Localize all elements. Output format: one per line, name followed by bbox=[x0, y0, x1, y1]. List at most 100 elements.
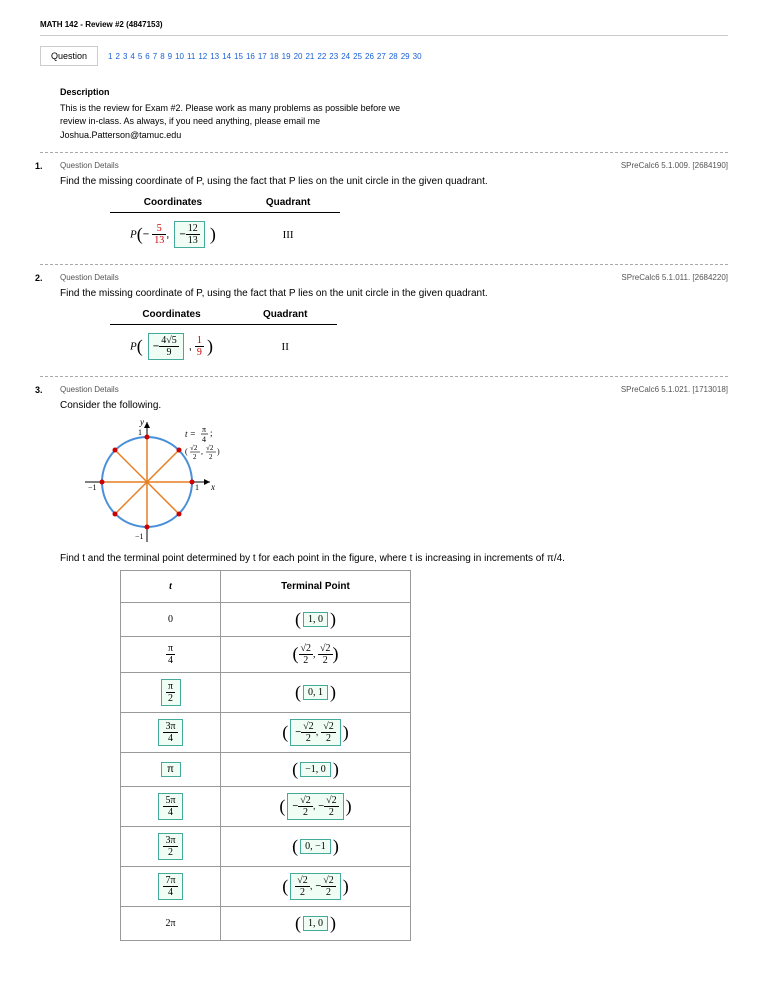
svg-text:(: ( bbox=[185, 447, 188, 456]
answer-box[interactable]: 3π4 bbox=[158, 719, 182, 746]
nav-link[interactable]: 5 bbox=[138, 52, 142, 61]
svg-text:2: 2 bbox=[209, 453, 213, 461]
tp-cell: (0, 1) bbox=[221, 673, 411, 713]
answer-box[interactable]: −1, 0 bbox=[300, 762, 331, 777]
nav-link[interactable]: 29 bbox=[401, 52, 410, 61]
answer-box[interactable]: 0, −1 bbox=[300, 839, 331, 854]
nav-link[interactable]: 28 bbox=[389, 52, 398, 61]
question-nav: Question 1234567891011121314151617181920… bbox=[40, 46, 728, 66]
svg-text:1: 1 bbox=[195, 483, 199, 492]
terminal-table: t Terminal Point 0(1, 0)π4(√22, √22)π2(0… bbox=[120, 570, 411, 941]
svg-text:): ) bbox=[217, 447, 220, 456]
nav-link[interactable]: 6 bbox=[145, 52, 149, 61]
t-cell: 3π4 bbox=[121, 713, 221, 753]
q2-ref: SPreCalc6 5.1.011. [2684220] bbox=[621, 273, 728, 282]
nav-link[interactable]: 4 bbox=[130, 52, 134, 61]
thead-tp: Terminal Point bbox=[221, 571, 411, 603]
q1-xnum: 5 bbox=[152, 223, 166, 235]
t-cell: π2 bbox=[121, 673, 221, 713]
q3-instruction2: Find t and the terminal point determined… bbox=[60, 553, 728, 564]
page-title: MATH 142 - Review #2 (4847153) bbox=[40, 20, 728, 29]
description-l1: This is the review for Exam #2. Please w… bbox=[60, 102, 728, 116]
nav-link[interactable]: 11 bbox=[187, 52, 195, 61]
nav-link[interactable]: 1 bbox=[108, 52, 112, 61]
answer-box[interactable]: 5π4 bbox=[158, 793, 182, 820]
answer-box[interactable]: 7π4 bbox=[158, 873, 182, 900]
unit-circle: y x 1 1 −1 −1 t = π 4 ; ( √2 2 , √2 2 ) bbox=[80, 417, 728, 547]
q1-col1: Coordinates bbox=[110, 193, 236, 213]
svg-text:t =: t = bbox=[185, 429, 196, 439]
nav-link[interactable]: 20 bbox=[294, 52, 303, 61]
t-cell: π bbox=[121, 753, 221, 787]
answer-box[interactable]: 1, 0 bbox=[303, 612, 328, 627]
nav-link[interactable]: 2 bbox=[115, 52, 119, 61]
answer-box[interactable]: 3π2 bbox=[158, 833, 182, 860]
q2-answer-box[interactable]: −4√59 bbox=[148, 333, 184, 360]
tp-cell: (1, 0) bbox=[221, 603, 411, 637]
nav-link[interactable]: 7 bbox=[153, 52, 157, 61]
nav-link[interactable]: 3 bbox=[123, 52, 127, 61]
t-cell: π4 bbox=[121, 637, 221, 673]
thead-t: t bbox=[121, 571, 221, 603]
q2-yden: 9 bbox=[195, 347, 204, 358]
t-cell: 7π4 bbox=[121, 867, 221, 907]
nav-link[interactable]: 23 bbox=[329, 52, 338, 61]
answer-box[interactable]: √22, −√22 bbox=[290, 873, 340, 900]
q1-coord-cell: P(− 513, −1213 ) bbox=[110, 213, 236, 257]
nav-link[interactable]: 24 bbox=[341, 52, 350, 61]
question-button[interactable]: Question bbox=[40, 46, 98, 66]
answer-box[interactable]: −√22, −√22 bbox=[287, 793, 343, 820]
nav-link[interactable]: 25 bbox=[353, 52, 362, 61]
nav-link[interactable]: 30 bbox=[413, 52, 422, 61]
answer-box[interactable]: −√22, √22 bbox=[290, 719, 340, 746]
svg-text:,: , bbox=[201, 447, 203, 456]
q3-ref: SPreCalc6 5.1.021. [1713018] bbox=[621, 385, 728, 394]
q1-col2: Quadrant bbox=[236, 193, 340, 213]
svg-text:4: 4 bbox=[202, 435, 206, 444]
nav-link[interactable]: 16 bbox=[246, 52, 255, 61]
q2-details-label: Question Details bbox=[60, 273, 119, 282]
nav-link[interactable]: 22 bbox=[317, 52, 326, 61]
nav-link[interactable]: 17 bbox=[258, 52, 267, 61]
answer-box[interactable]: π bbox=[161, 762, 181, 777]
answer-box[interactable]: π2 bbox=[161, 679, 181, 706]
svg-text:2: 2 bbox=[193, 453, 197, 461]
nav-link[interactable]: 10 bbox=[175, 52, 184, 61]
nav-link[interactable]: 19 bbox=[282, 52, 291, 61]
q3-num: 3. bbox=[35, 385, 43, 395]
tp-cell: (√22, −√22) bbox=[221, 867, 411, 907]
question-2: 2. Question Details SPreCalc6 5.1.011. [… bbox=[60, 273, 728, 368]
description-l2: review in-class. As always, if you need … bbox=[60, 115, 728, 129]
q1-instruction: Find the missing coordinate of P, using … bbox=[60, 176, 728, 187]
nav-link[interactable]: 26 bbox=[365, 52, 374, 61]
q2-num: 2. bbox=[35, 273, 43, 283]
nav-link[interactable]: 18 bbox=[270, 52, 279, 61]
nav-link[interactable]: 8 bbox=[160, 52, 164, 61]
nav-link[interactable]: 27 bbox=[377, 52, 386, 61]
nav-link[interactable]: 9 bbox=[168, 52, 172, 61]
q3-instruction1: Consider the following. bbox=[60, 400, 728, 411]
nav-link[interactable]: 15 bbox=[234, 52, 243, 61]
description-title: Description bbox=[60, 86, 728, 100]
q3-details-label: Question Details bbox=[60, 385, 119, 394]
nav-link[interactable]: 21 bbox=[305, 52, 314, 61]
nav-link[interactable]: 14 bbox=[222, 52, 231, 61]
divider-dashed bbox=[40, 152, 728, 153]
nav-link[interactable]: 12 bbox=[198, 52, 207, 61]
q2-ynum: 1 bbox=[195, 335, 204, 347]
tp-cell: (0, −1) bbox=[221, 827, 411, 867]
nav-link[interactable]: 13 bbox=[210, 52, 219, 61]
q2-coord-cell: P( −4√59 , 19 ) bbox=[110, 325, 233, 369]
q1-answer-box[interactable]: −1213 bbox=[174, 221, 204, 248]
q2-quadrant: II bbox=[233, 325, 337, 369]
q2-coord-table: Coordinates Quadrant P( −4√59 , 19 ) II bbox=[110, 305, 337, 368]
q2-instruction: Find the missing coordinate of P, using … bbox=[60, 288, 728, 299]
q1-coord-table: Coordinates Quadrant P(− 513, −1213 ) II… bbox=[110, 193, 340, 256]
answer-box[interactable]: 0, 1 bbox=[303, 685, 328, 700]
tp-cell: (−1, 0) bbox=[221, 753, 411, 787]
answer-box[interactable]: 1, 0 bbox=[303, 916, 328, 931]
svg-text:;: ; bbox=[210, 428, 213, 438]
svg-text:−1: −1 bbox=[88, 483, 97, 492]
svg-text:1: 1 bbox=[138, 428, 142, 437]
q1-xden: 13 bbox=[152, 235, 166, 246]
